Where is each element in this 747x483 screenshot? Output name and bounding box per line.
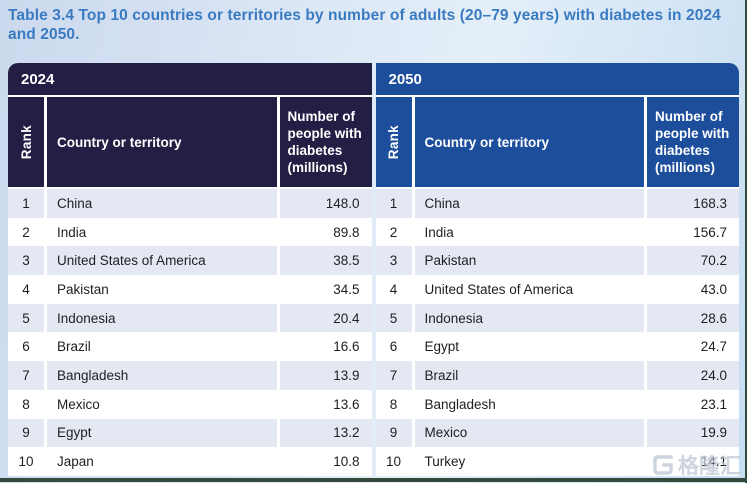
rank-cell: 2 [375, 217, 412, 247]
country-cell: Egypt [47, 418, 277, 448]
country-cell: Mexico [414, 418, 644, 448]
rank-cell: 1 [375, 189, 412, 218]
rank-cell: 10 [8, 447, 44, 476]
table-row: 1 China 148.0 [8, 189, 372, 218]
country-cell: Japan [47, 447, 277, 476]
value-cell: 20.4 [279, 303, 372, 333]
country-cell: Egypt [414, 332, 644, 362]
number-column-header: Number of people with diabetes (millions… [647, 97, 739, 187]
rank-column-header: Rank [375, 97, 412, 187]
table-row: 4 United States of America 43.0 [375, 275, 739, 304]
country-cell: Mexico [47, 389, 277, 419]
table-2024: 2024 Rank Country or territory Number of… [8, 63, 372, 476]
rank-cell: 5 [375, 303, 412, 333]
table-row: 7 Brazil 24.0 [375, 361, 739, 390]
right-edge-bar [745, 0, 747, 483]
value-cell: 168.3 [647, 189, 739, 218]
country-cell: Pakistan [47, 275, 277, 304]
value-cell: 70.2 [647, 246, 739, 276]
country-cell: Bangladesh [414, 389, 644, 419]
table-row: 9 Mexico 19.9 [375, 418, 739, 448]
year-header-2024: 2024 [8, 63, 372, 95]
table-row: 1 China 168.3 [375, 189, 739, 218]
country-cell: Turkey [414, 447, 644, 476]
country-cell: United States of America [47, 246, 277, 276]
country-cell: Brazil [414, 361, 644, 390]
rank-cell: 3 [375, 246, 412, 276]
country-cell: Indonesia [414, 303, 644, 333]
value-cell: 16.6 [279, 332, 372, 362]
rank-cell: 7 [8, 361, 44, 390]
value-cell: 24.7 [647, 332, 739, 362]
value-cell: 148.0 [279, 189, 372, 218]
rank-cell: 5 [8, 303, 44, 333]
value-cell: 23.1 [647, 389, 739, 419]
table-row: 2 India 89.8 [8, 217, 372, 247]
table-row: 5 Indonesia 28.6 [375, 303, 739, 333]
rank-cell: 4 [375, 275, 412, 304]
bottom-edge-bar [0, 478, 747, 482]
column-header-row-2024: Rank Country or territory Number of peop… [8, 97, 372, 187]
table-row: 7 Bangladesh 13.9 [8, 361, 372, 390]
year-header-2050: 2050 [375, 63, 739, 95]
country-cell: Indonesia [47, 303, 277, 333]
rank-column-header: Rank [8, 97, 44, 187]
country-column-header: Country or territory [47, 97, 277, 187]
value-cell: 13.2 [279, 418, 372, 448]
value-cell: 10.8 [279, 447, 372, 476]
column-header-row-2050: Rank Country or territory Number of peop… [375, 97, 739, 187]
page-title: Table 3.4 Top 10 countries or territorie… [8, 7, 721, 43]
rank-cell: 6 [8, 332, 44, 362]
table-row: 6 Egypt 24.7 [375, 332, 739, 362]
value-cell: 14.1 [647, 447, 739, 476]
diabetes-table: 2024 Rank Country or territory Number of… [8, 63, 739, 476]
country-cell: Brazil [47, 332, 277, 362]
table-row: 4 Pakistan 34.5 [8, 275, 372, 304]
rank-cell: 1 [8, 189, 44, 218]
number-column-header: Number of people with diabetes (millions… [279, 97, 372, 187]
rank-cell: 6 [375, 332, 412, 362]
value-cell: 89.8 [279, 217, 372, 247]
table-row: 9 Egypt 13.2 [8, 418, 372, 448]
value-cell: 38.5 [279, 246, 372, 276]
value-cell: 24.0 [647, 361, 739, 390]
value-cell: 43.0 [647, 275, 739, 304]
rank-cell: 8 [8, 389, 44, 419]
value-cell: 28.6 [647, 303, 739, 333]
rank-cell: 3 [8, 246, 44, 276]
rank-cell: 10 [375, 447, 412, 476]
table-row: 3 Pakistan 70.2 [375, 246, 739, 276]
value-cell: 156.7 [647, 217, 739, 247]
rank-cell: 8 [375, 389, 412, 419]
country-cell: Bangladesh [47, 361, 277, 390]
rank-cell: 9 [375, 418, 412, 448]
rank-cell: 9 [8, 418, 44, 448]
table-row: 8 Bangladesh 23.1 [375, 389, 739, 419]
table-row: 2 India 156.7 [375, 217, 739, 247]
rank-cell: 7 [375, 361, 412, 390]
table-row: 6 Brazil 16.6 [8, 332, 372, 362]
table-row: 5 Indonesia 20.4 [8, 303, 372, 333]
value-cell: 34.5 [279, 275, 372, 304]
country-cell: China [414, 189, 644, 218]
country-cell: United States of America [414, 275, 644, 304]
table-row: 10 Japan 10.8 [8, 447, 372, 476]
value-cell: 13.9 [279, 361, 372, 390]
country-column-header: Country or territory [414, 97, 644, 187]
country-cell: China [47, 189, 277, 218]
table-row: 10 Turkey 14.1 [375, 447, 739, 476]
country-cell: India [47, 217, 277, 247]
table-row: 3 United States of America 38.5 [8, 246, 372, 276]
rank-cell: 2 [8, 217, 44, 247]
value-cell: 13.6 [279, 389, 372, 419]
table-row: 8 Mexico 13.6 [8, 389, 372, 419]
value-cell: 19.9 [647, 418, 739, 448]
country-cell: Pakistan [414, 246, 644, 276]
country-cell: India [414, 217, 644, 247]
table-2050: 2050 Rank Country or territory Number of… [375, 63, 739, 476]
rank-cell: 4 [8, 275, 44, 304]
